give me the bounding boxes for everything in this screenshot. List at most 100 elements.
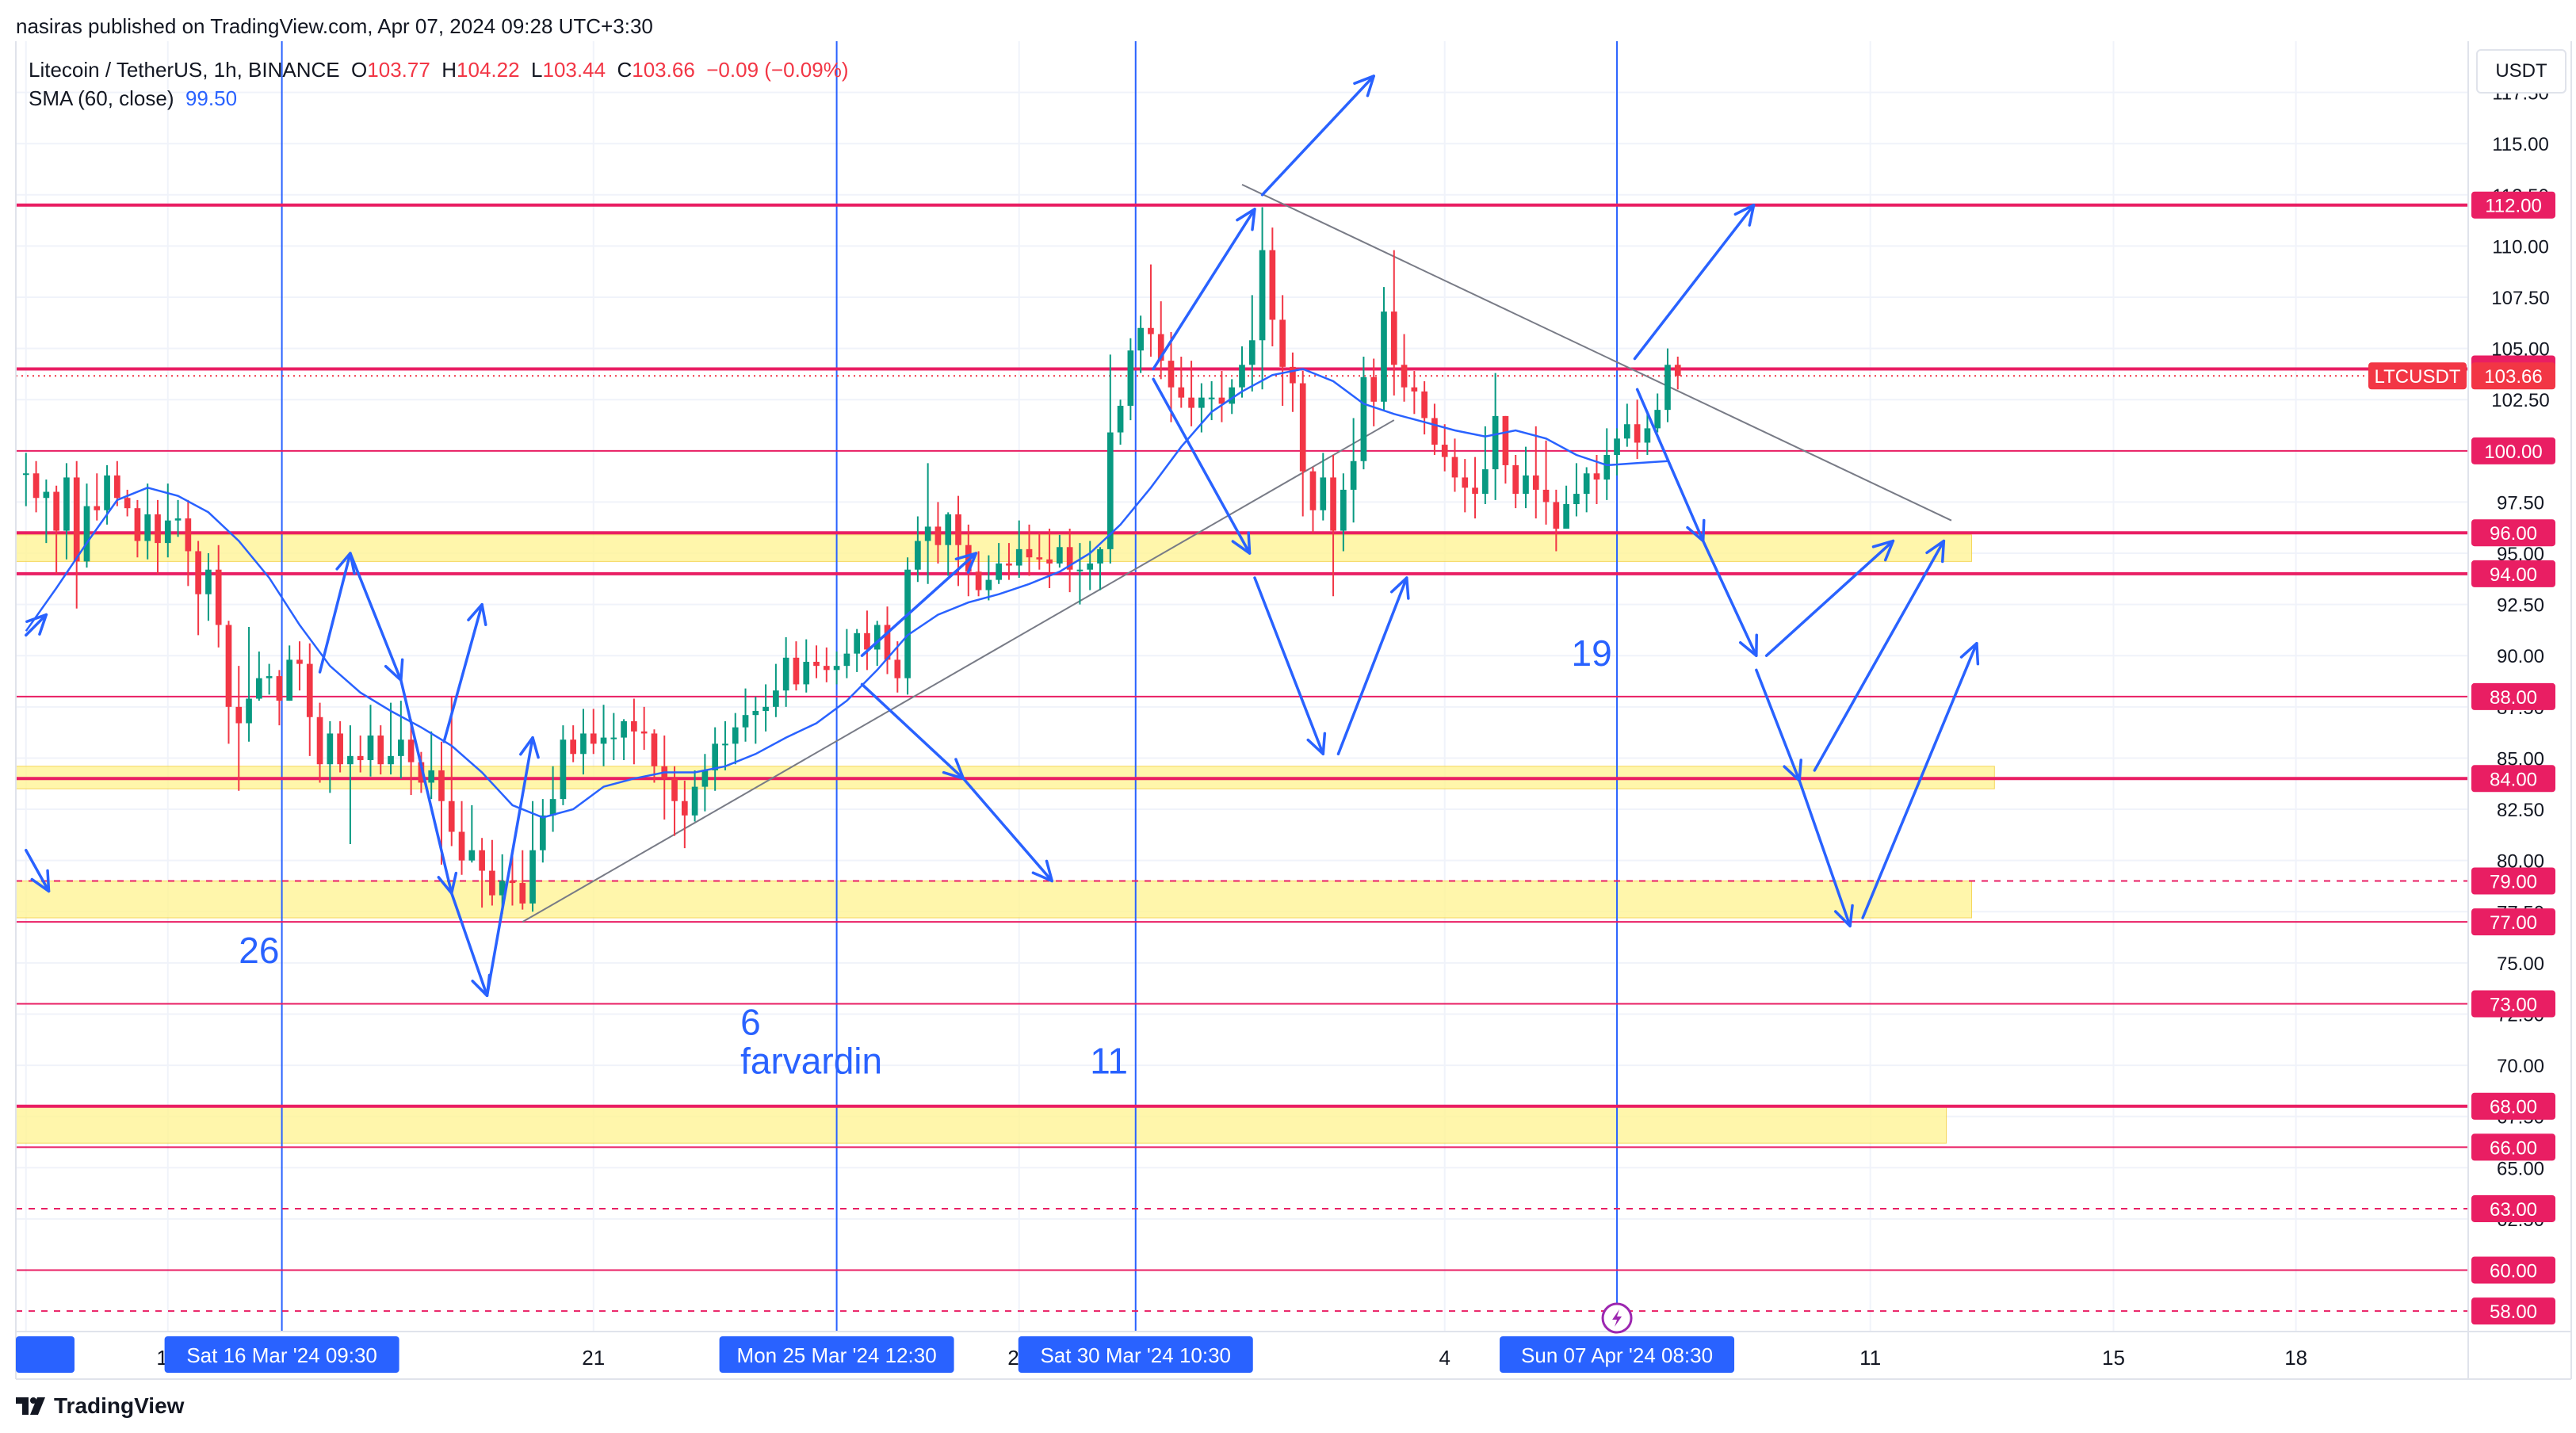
candle-body: [63, 477, 70, 531]
candle-body: [1492, 415, 1499, 470]
candle-body: [1229, 387, 1236, 404]
time-axis-bg: [0, 1332, 2571, 1379]
candle-body: [1482, 469, 1489, 495]
candle-body: [1502, 415, 1509, 465]
candle-body: [560, 739, 567, 800]
candle-body: [762, 706, 769, 712]
candle-body: [104, 475, 110, 510]
candle-body: [347, 755, 354, 765]
event-bolt-icon[interactable]: [1601, 1302, 1633, 1334]
arrow-head: [30, 869, 51, 893]
candle-body: [1370, 376, 1378, 402]
tradingview-logo[interactable]: TradingView: [16, 1393, 184, 1419]
candle-body: [549, 799, 556, 816]
candle-body: [1208, 397, 1215, 399]
legend-sma-label[interactable]: SMA (60, close): [29, 86, 174, 110]
arrow-head: [1833, 904, 1854, 928]
last-price-ticker-bg: [2368, 362, 2467, 390]
legend-symbol[interactable]: Litecoin / TetherUS, 1h, BINANCE: [29, 58, 340, 82]
trendline: [522, 419, 1395, 923]
price-tag-bg: [2471, 1256, 2555, 1284]
arrow-drawings: [25, 75, 1980, 997]
candle-body: [712, 743, 719, 770]
arrow-shaft: [442, 602, 483, 743]
candle-body: [1087, 563, 1094, 570]
candles: [22, 207, 1681, 914]
candle-body: [1198, 397, 1205, 408]
arrow-shaft: [450, 892, 489, 997]
last-price-tag: LTCUSDT 103.66: [2368, 362, 2555, 390]
candle-body: [144, 514, 151, 541]
tradingview-logo-text: TradingView: [54, 1393, 185, 1418]
candle-body: [73, 477, 80, 562]
candle-body: [570, 739, 577, 755]
bolt-glyph: [1612, 1309, 1622, 1327]
candle-body: [1542, 489, 1550, 503]
candle-body: [1623, 424, 1630, 439]
price-tag-bg: [2471, 1297, 2555, 1325]
price-tick-label: 102.50: [2491, 390, 2549, 411]
candle-body: [803, 661, 810, 685]
candle-body: [337, 733, 343, 765]
candle-body: [1431, 418, 1438, 445]
time-highlight-bg: [1500, 1336, 1735, 1373]
candle-body: [843, 653, 850, 667]
time-highlight-label: Sun 07 Apr '24 08:30: [1521, 1343, 1713, 1367]
candle-body: [246, 698, 252, 724]
arrow-head: [1031, 859, 1054, 883]
time-highlight-edge-bg: [16, 1336, 75, 1373]
candle-body: [1563, 504, 1569, 529]
yellow-zones: [15, 534, 1995, 1144]
price-tick-label: 70.00: [2497, 1056, 2544, 1077]
candle-body: [215, 569, 222, 625]
candle-body: [732, 727, 739, 744]
currency-button[interactable]: USDT: [2476, 49, 2566, 94]
candle-body: [256, 678, 262, 699]
arrow-shaft: [1152, 208, 1256, 371]
arrow-shaft: [349, 552, 403, 682]
arrow-shaft: [1798, 779, 1852, 928]
price-tag-bg: [2471, 1133, 2555, 1161]
trendlines: [522, 183, 1952, 923]
candle-body: [873, 625, 881, 650]
candle-body: [1248, 340, 1256, 365]
legend-close-label: C: [617, 58, 633, 82]
price-tick-label: 97.50: [2497, 492, 2544, 514]
arrow-head: [1738, 633, 1759, 657]
candle-body: [1117, 405, 1124, 433]
candle-body: [924, 526, 931, 541]
time-highlight-labels: Sat 16 Mar '24 09:30 Mon 25 Mar '24 12:30…: [16, 1336, 1735, 1373]
candle-body: [1290, 366, 1296, 384]
candle-body: [1573, 494, 1580, 505]
candle-body: [631, 720, 637, 732]
price-tag-label: 84.00: [2490, 769, 2537, 790]
candle-body: [1451, 457, 1458, 478]
price-tick-label: 82.50: [2497, 800, 2544, 821]
sma-polyline: [25, 368, 1668, 819]
arrow-head: [1925, 539, 1946, 564]
candle-body: [580, 733, 587, 755]
candle-body: [621, 720, 627, 738]
arrow-shaft: [1633, 203, 1756, 361]
candle-body: [691, 786, 698, 816]
candle-body: [1360, 376, 1367, 461]
legend-high-label: H: [441, 58, 457, 82]
candle-body: [1411, 387, 1418, 392]
legend-high-value: 104.22: [457, 58, 520, 82]
publisher-line: nasiras published on TradingView.com, Ap…: [16, 14, 653, 38]
candle-body: [1462, 477, 1469, 488]
zone-rect: [15, 534, 1973, 562]
candle-body: [1057, 547, 1063, 564]
price-tick-label: 75.00: [2497, 953, 2544, 975]
candle-body: [377, 736, 384, 765]
candle-body: [1330, 477, 1336, 531]
price-tag-label: 88.00: [2490, 687, 2537, 709]
price-tag-bg: [2471, 560, 2555, 587]
legend-low-value: 103.44: [542, 58, 606, 82]
candle-body: [1006, 563, 1012, 566]
price-tag-label: 79.00: [2490, 871, 2537, 892]
price-tag-label: 73.00: [2490, 995, 2537, 1016]
candle-body: [276, 676, 283, 701]
candle-body: [782, 657, 789, 691]
